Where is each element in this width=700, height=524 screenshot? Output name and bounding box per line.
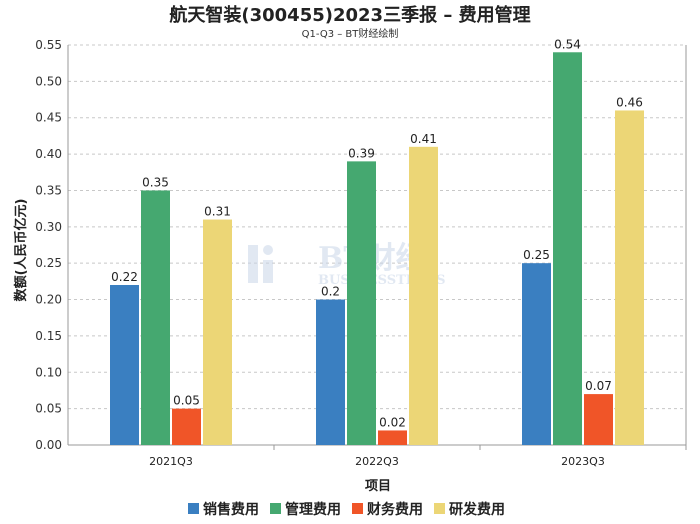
bar-销售费用-2023Q3 <box>522 263 551 445</box>
bar-研发费用-2023Q3 <box>615 110 644 446</box>
bar-管理费用-2023Q3 <box>553 52 582 445</box>
data-label: 0.02 <box>379 415 406 429</box>
y-tick-label: 0.55 <box>35 38 62 52</box>
chart-title: 航天智装(300455)2023三季报 – 费用管理 <box>169 4 530 26</box>
y-tick-label: 0.45 <box>35 111 62 125</box>
bars <box>110 52 644 446</box>
legend-swatch <box>188 503 199 514</box>
y-tick-label: 0.10 <box>35 365 62 379</box>
bar-管理费用-2021Q3 <box>141 190 170 445</box>
y-axis-title: 数额(人民币亿元) <box>13 199 29 302</box>
bar-财务费用-2021Q3 <box>172 408 201 445</box>
legend-swatch <box>352 503 363 514</box>
legend-item-label: 财务费用 <box>366 501 423 518</box>
data-label: 0.25 <box>523 248 550 262</box>
legend-item-label: 管理费用 <box>285 501 341 518</box>
x-tick-label: 2023Q3 <box>561 455 605 468</box>
y-tick-label: 0.35 <box>35 183 62 197</box>
y-tick-label: 0.40 <box>35 147 62 161</box>
data-label: 0.07 <box>585 379 612 393</box>
y-tick-label: 0.50 <box>35 74 62 88</box>
data-label: 0.31 <box>204 205 231 219</box>
gridlines <box>68 44 686 410</box>
legend: 销售费用 管理费用 财务费用 研发费用 <box>188 501 505 518</box>
x-tick-label: 2022Q3 <box>355 455 399 468</box>
legend-item-label: 研发费用 <box>449 501 505 518</box>
bar-销售费用-2022Q3 <box>316 299 345 445</box>
data-label: 0.46 <box>616 95 643 109</box>
watermark-logo-icon <box>248 245 273 283</box>
x-axis-title: 项目 <box>365 479 391 494</box>
data-labels: 0.22 0.35 0.05 0.31 0.2 0.39 0.02 0.41 0.25 0.54 0… <box>111 37 643 429</box>
chart-subtitle: Q1-Q3 – BT财经绘制 <box>302 27 399 40</box>
legend-swatch <box>434 503 445 514</box>
x-tick-label: 2021Q3 <box>149 455 193 468</box>
bar-研发费用-2022Q3 <box>409 146 438 445</box>
y-tick-label: 0.15 <box>35 329 62 343</box>
data-label: 0.35 <box>142 175 169 189</box>
y-tick-labels: 0.00 0.05 0.10 0.15 0.20 0.25 0.30 0.35 0.40 0.45… <box>35 38 62 452</box>
x-tick-labels: 2021Q3 2022Q3 2023Q3 <box>149 455 605 468</box>
bar-研发费用-2021Q3 <box>203 219 232 445</box>
y-tick-label: 0.00 <box>35 438 62 452</box>
bar-财务费用-2023Q3 <box>584 394 613 445</box>
y-tick-label: 0.30 <box>35 220 62 234</box>
data-label: 0.05 <box>173 394 200 408</box>
bar-管理费用-2022Q3 <box>347 161 376 445</box>
bar-销售费用-2021Q3 <box>110 285 139 445</box>
data-label: 0.2 <box>321 285 340 299</box>
data-label: 0.41 <box>410 132 437 146</box>
axes <box>67 45 687 450</box>
y-tick-label: 0.05 <box>35 402 62 416</box>
data-label: 0.39 <box>348 146 375 160</box>
legend-swatch <box>270 503 281 514</box>
y-tick-label: 0.25 <box>35 256 62 270</box>
y-tick-label: 0.20 <box>35 293 62 307</box>
data-label: 0.54 <box>554 37 581 51</box>
data-label: 0.22 <box>111 270 138 284</box>
legend-item-label: 销售费用 <box>203 501 259 518</box>
bar-财务费用-2022Q3 <box>378 430 407 445</box>
